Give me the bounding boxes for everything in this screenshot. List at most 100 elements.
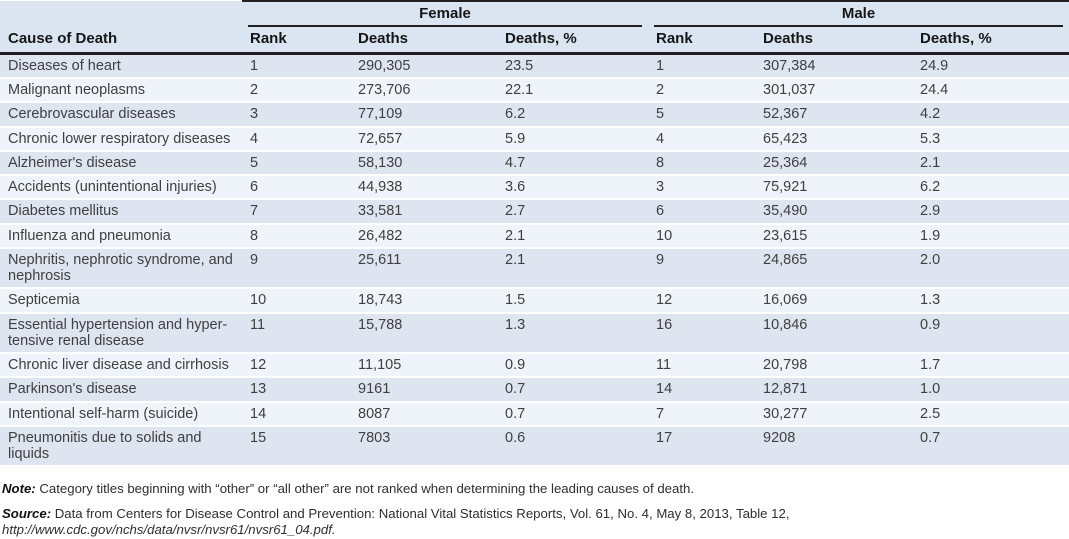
cause-cell: Parkinson's disease [0, 377, 242, 403]
male-deaths-pct-cell: 0.9 [912, 312, 1069, 355]
group-header-row: Female Male [0, 0, 1069, 27]
female-deaths-cell: 9161 [350, 377, 497, 403]
female-rank-cell: 1 [242, 53, 350, 80]
female-rank-cell: 12 [242, 353, 350, 379]
male-rank-cell: 5 [648, 102, 755, 128]
female-deaths-cell: 7803 [350, 425, 497, 468]
female-deaths-pct-cell: 2.1 [497, 223, 648, 249]
col-header-male-rank: Rank [648, 27, 755, 55]
male-deaths-pct-cell: 1.3 [912, 288, 1069, 314]
male-rank-cell: 12 [648, 288, 755, 314]
male-deaths-pct-cell: 1.0 [912, 377, 1069, 403]
male-rank-cell: 8 [648, 150, 755, 177]
female-rank-cell: 15 [242, 425, 350, 468]
female-rank-cell: 13 [242, 377, 350, 403]
male-deaths-cell: 24,865 [755, 247, 912, 290]
male-rank-cell: 4 [648, 126, 755, 152]
table-row: Influenza and pneumonia 8 26,482 2.1 10 23,61… [0, 223, 1069, 249]
male-rank-cell: 2 [648, 78, 755, 104]
male-deaths-pct-cell: 6.2 [912, 175, 1069, 201]
cause-cell: Accidents (unintentional injuries) [0, 175, 242, 201]
female-deaths-cell: 72,657 [350, 126, 497, 152]
group-header-female-label: Female [248, 2, 642, 27]
col-header-male-deaths-pct: Deaths, % [912, 27, 1069, 55]
male-deaths-cell: 75,921 [755, 175, 912, 201]
female-rank-cell: 10 [242, 288, 350, 314]
female-deaths-cell: 290,305 [350, 53, 497, 80]
male-rank-cell: 3 [648, 175, 755, 201]
male-deaths-pct-cell: 2.1 [912, 150, 1069, 177]
female-deaths-cell: 26,482 [350, 223, 497, 249]
table-row: Diabetes mellitus 7 33,581 2.7 6 35,490 2.9 [0, 199, 1069, 225]
group-header-female: Female [242, 0, 648, 27]
col-header-female-rank: Rank [242, 27, 350, 55]
female-rank-cell: 9 [242, 247, 350, 290]
male-deaths-cell: 16,069 [755, 288, 912, 314]
female-rank-cell: 6 [242, 175, 350, 201]
male-deaths-pct-cell: 1.7 [912, 353, 1069, 379]
male-rank-cell: 1 [648, 53, 755, 80]
table-row: Diseases of heart 1 290,305 23.5 1 307,384 24.… [0, 53, 1069, 80]
male-rank-cell: 11 [648, 353, 755, 379]
female-deaths-pct-cell: 0.7 [497, 377, 648, 403]
cause-cell: Cerebrovascular diseases [0, 102, 242, 128]
source-line: Source: Data from Centers for Disease Co… [2, 506, 1069, 539]
table-row: Malignant neoplasms 2 273,706 22.1 2 301,037 2… [0, 78, 1069, 104]
male-deaths-pct-cell: 24.4 [912, 78, 1069, 104]
cause-cell: Diseases of heart [0, 53, 242, 80]
female-rank-cell: 4 [242, 126, 350, 152]
male-rank-cell: 14 [648, 377, 755, 403]
male-deaths-cell: 20,798 [755, 353, 912, 379]
female-deaths-cell: 44,938 [350, 175, 497, 201]
cause-cell: Essential hypertension and hyper-tensive… [0, 312, 242, 355]
female-rank-cell: 3 [242, 102, 350, 128]
female-deaths-cell: 18,743 [350, 288, 497, 314]
cause-cell: Intentional self-harm (suicide) [0, 401, 242, 427]
male-deaths-pct-cell: 5.3 [912, 126, 1069, 152]
female-deaths-cell: 58,130 [350, 150, 497, 177]
causes-of-death-table: Female Male Cause of Death Rank Deaths D… [0, 0, 1069, 468]
male-deaths-pct-cell: 2.5 [912, 401, 1069, 427]
table-row: Accidents (unintentional injuries) 6 44,93… [0, 175, 1069, 201]
female-deaths-pct-cell: 3.6 [497, 175, 648, 201]
col-header-female-deaths: Deaths [350, 27, 497, 55]
male-deaths-cell: 10,846 [755, 312, 912, 355]
footnotes: Note: Category titles beginning with “ot… [2, 481, 1069, 539]
male-deaths-cell: 30,277 [755, 401, 912, 427]
table-row: Cerebrovascular diseases 3 77,109 6.2 5 52,36… [0, 102, 1069, 128]
female-deaths-pct-cell: 0.7 [497, 401, 648, 427]
female-deaths-cell: 33,581 [350, 199, 497, 225]
male-deaths-cell: 52,367 [755, 102, 912, 128]
cause-cell: Alzheimer's disease [0, 150, 242, 177]
cause-cell: Influenza and pneumonia [0, 223, 242, 249]
female-deaths-pct-cell: 2.7 [497, 199, 648, 225]
male-deaths-pct-cell: 0.7 [912, 425, 1069, 468]
male-deaths-cell: 35,490 [755, 199, 912, 225]
note-label: Note: [2, 481, 36, 497]
table-row: Septicemia 10 18,743 1.5 12 16,069 1.3 [0, 288, 1069, 314]
male-deaths-pct-cell: 1.9 [912, 223, 1069, 249]
female-deaths-pct-cell: 22.1 [497, 78, 648, 104]
female-rank-cell: 8 [242, 223, 350, 249]
female-rank-cell: 2 [242, 78, 350, 104]
female-deaths-pct-cell: 5.9 [497, 126, 648, 152]
male-deaths-pct-cell: 4.2 [912, 102, 1069, 128]
female-deaths-pct-cell: 0.9 [497, 353, 648, 379]
female-deaths-cell: 25,611 [350, 247, 497, 290]
male-deaths-cell: 25,364 [755, 150, 912, 177]
male-rank-cell: 16 [648, 312, 755, 355]
female-deaths-pct-cell: 0.6 [497, 425, 648, 468]
table-row: Alzheimer's disease 5 58,130 4.7 8 25,364 2.1 [0, 150, 1069, 177]
male-deaths-cell: 65,423 [755, 126, 912, 152]
group-header-spacer [0, 1, 242, 27]
male-rank-cell: 9 [648, 247, 755, 290]
col-header-male-deaths: Deaths [755, 27, 912, 55]
female-deaths-cell: 77,109 [350, 102, 497, 128]
table-body: Diseases of heart 1 290,305 23.5 1 307,384 24.… [0, 53, 1069, 468]
group-header-male: Male [648, 0, 1069, 27]
female-rank-cell: 5 [242, 150, 350, 177]
table-row: Essential hypertension and hyper-tensive… [0, 312, 1069, 355]
male-rank-cell: 6 [648, 199, 755, 225]
female-deaths-cell: 11,105 [350, 353, 497, 379]
